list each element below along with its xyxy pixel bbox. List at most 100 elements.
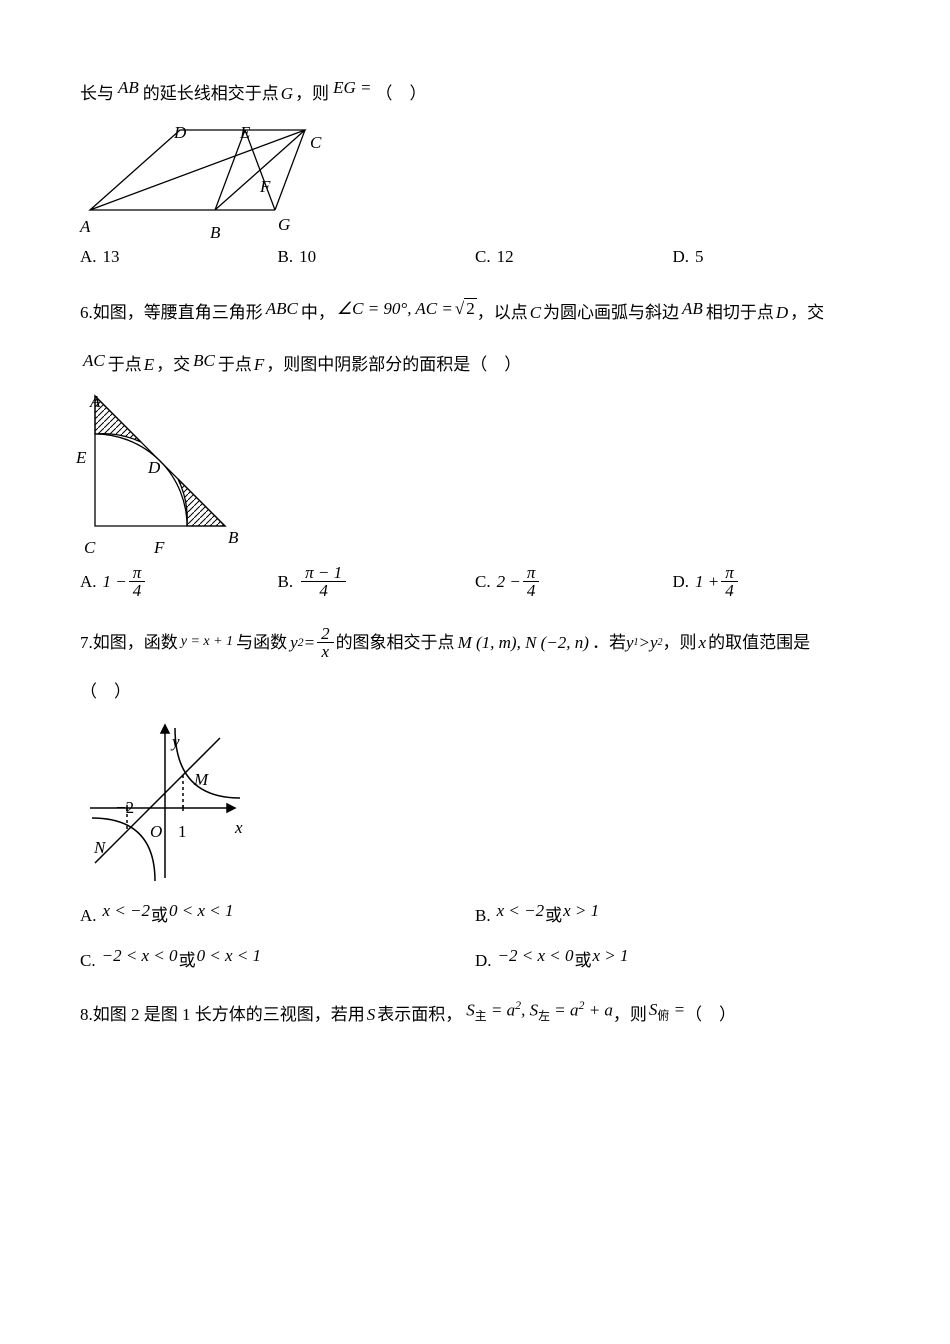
var-AB: AB: [118, 74, 139, 101]
choice-label: C.: [80, 947, 96, 974]
choice-value: 13: [103, 243, 120, 270]
expr1: S主 = a2, S左 = a2 + a: [466, 996, 613, 1026]
rhs2: = a: [550, 1001, 578, 1020]
choice-label: A.: [80, 243, 97, 270]
choice-D: D. −2 < x < 0 或 x > 1: [475, 947, 870, 974]
qnum: 6.: [80, 291, 93, 335]
sub: 主: [475, 1009, 487, 1023]
label-A: A: [80, 213, 90, 240]
label-C: C: [84, 534, 95, 561]
range-r: x > 1: [593, 942, 629, 969]
var-D: D: [776, 291, 788, 335]
choice-A: A. 1 − π 4: [80, 564, 278, 599]
blank-paren: （ ）: [80, 682, 131, 701]
label-B: B: [228, 524, 238, 551]
math-eq: =: [304, 629, 315, 656]
problem-7-choices: A. x < −2 或 0 < x < 1 B. x < −2 或 x > 1 …: [80, 902, 870, 974]
label-F: F: [154, 534, 164, 561]
label-1: 1: [178, 818, 187, 845]
choice-label: B.: [475, 902, 491, 929]
choice-label: C.: [475, 568, 491, 595]
S2: S: [530, 1001, 539, 1020]
label-B: B: [210, 219, 220, 246]
label-F: F: [260, 173, 270, 200]
label-y: y: [172, 728, 180, 755]
figure-triangle-arc: A E D C F B: [80, 386, 870, 554]
text: ，则图中阴影部分的面积是（ ）: [266, 351, 521, 378]
choice-A: A. 13: [80, 243, 278, 270]
text: ，交: [790, 291, 824, 335]
var-G: G: [281, 80, 293, 107]
choice-D: D. 1 + π 4: [673, 564, 871, 599]
label-G: G: [278, 211, 290, 238]
problem-5-stem: 长与 AB 的延长线相交于点 G ，则 EG = （ ）: [80, 80, 426, 107]
var-S: S: [367, 1001, 376, 1028]
label-C: C: [310, 129, 321, 156]
math-y2l: y: [290, 629, 298, 656]
blank-paren: （ ）: [375, 80, 426, 107]
range-l: x < −2: [497, 897, 545, 924]
choice-label: A.: [80, 568, 97, 595]
text: ，则: [613, 1001, 647, 1028]
or: 或: [575, 947, 592, 974]
text: ，交: [156, 351, 190, 378]
choice-value: 10: [299, 243, 316, 270]
var-E: E: [144, 351, 154, 378]
label-M: M: [194, 766, 208, 793]
choice-C: C. −2 < x < 0 或 0 < x < 1: [80, 947, 475, 974]
expr3: S俯 =: [649, 996, 685, 1025]
problem-6-stem: 6. 如图，等腰直角三角形 ABC 中， ∠C = 90°, AC = √2 ，…: [80, 291, 824, 335]
text: 如图，等腰直角三角形: [93, 291, 263, 335]
sub3: 俯: [657, 1009, 669, 1023]
range-r: 0 < x < 1: [169, 897, 234, 924]
var-BC: BC: [193, 347, 215, 374]
figure-parallelogram: A B C D E F G: [80, 115, 870, 233]
text: 相切于点: [706, 291, 774, 335]
figure-intersection: y x O 1 −2 M N: [80, 713, 870, 891]
math-angle: ∠C = 90°, AC =: [337, 287, 453, 331]
text: 如图，函数: [93, 629, 178, 656]
problem-6-choices: A. 1 − π 4 B. π − 1 4 C. 2 − π 4 D. 1 +: [80, 564, 870, 599]
choice-B: B. x < −2 或 x > 1: [475, 902, 870, 929]
range-l: −2 < x < 0: [102, 942, 178, 969]
text: 于点: [218, 351, 252, 378]
or: 或: [545, 902, 562, 929]
op: >: [639, 629, 650, 656]
problem-8: 8. 如图 2 是图 1 长方体的三视图，若用 S 表示面积， S主 = a2,…: [80, 1000, 870, 1030]
qnum: 7.: [80, 629, 93, 656]
S: S: [466, 1001, 475, 1020]
choice-A: A. x < −2 或 0 < x < 1: [80, 902, 475, 929]
choice-value: 5: [695, 243, 704, 270]
choice-label: B.: [278, 243, 294, 270]
label-D: D: [174, 119, 186, 146]
fraction: π 4: [129, 564, 146, 599]
choice-C: C. 2 − π 4: [475, 564, 673, 599]
label-E: E: [76, 444, 86, 471]
fraction: π 4: [523, 564, 540, 599]
range-l: −2 < x < 0: [498, 942, 574, 969]
problem-8-stem: 8. 如图 2 是图 1 长方体的三视图，若用 S 表示面积， S主 = a2,…: [80, 1000, 736, 1030]
label-A: A: [90, 388, 100, 415]
var-ABC: ABC: [266, 287, 298, 331]
math-y2v: y: [650, 629, 658, 656]
label-D: D: [148, 454, 160, 481]
problem-5-choices: A. 13 B. 10 C. 12 D. 5: [80, 243, 870, 270]
var-x: x: [699, 629, 707, 656]
range-r: 0 < x < 1: [197, 942, 262, 969]
text: ，则: [295, 80, 329, 107]
text: 与函数: [236, 629, 287, 656]
label-x: x: [235, 814, 243, 841]
math-y1: y = x + 1: [181, 631, 233, 653]
range-r: x > 1: [563, 897, 599, 924]
qnum: 8.: [80, 1001, 93, 1028]
eq3: =: [669, 1000, 685, 1019]
blank-paren: （ ）: [685, 1001, 736, 1028]
text: ，以点: [477, 291, 528, 335]
pre: 1 +: [695, 568, 719, 595]
label-neg2: −2: [116, 794, 134, 821]
text: 长与: [80, 80, 114, 107]
range-l: x < −2: [103, 897, 151, 924]
choice-label: B.: [278, 568, 294, 595]
or: 或: [179, 947, 196, 974]
problem-6: 6. 如图，等腰直角三角形 ABC 中， ∠C = 90°, AC = √2 ，…: [80, 291, 870, 600]
